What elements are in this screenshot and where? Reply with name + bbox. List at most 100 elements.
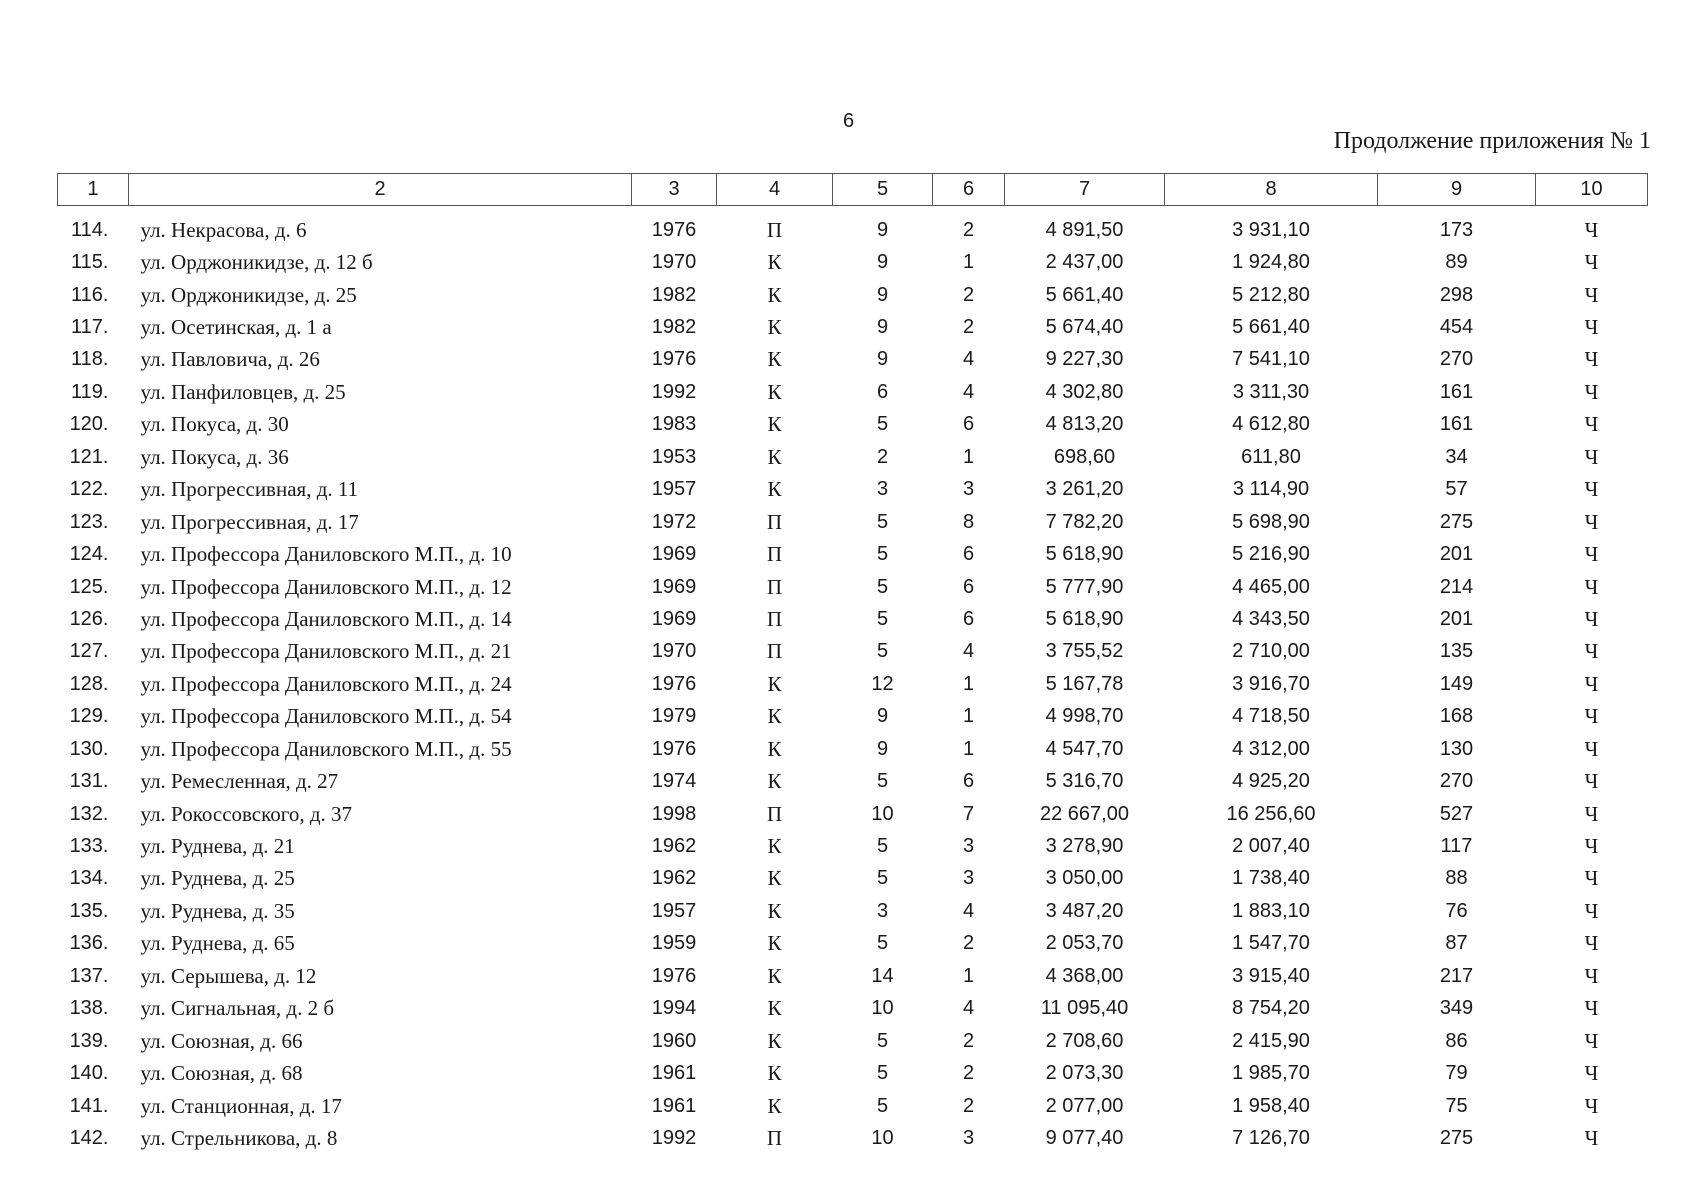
column-header: 4: [716, 173, 833, 206]
year-built-cell: 1976: [651, 218, 697, 241]
total-area-cell: 4 998,70: [1045, 705, 1124, 728]
row-number-cell: 124.: [69, 543, 109, 566]
total-area-cell: 3 755,52: [1045, 640, 1124, 663]
total-area-cell: 9 227,30: [1045, 348, 1124, 371]
table-row: 135. ул. Руднева, д. 35 1957 К 3 4 3 487,20 1 8…: [58, 895, 1648, 927]
row-number-cell: 116.: [71, 283, 109, 306]
entrances-cell: 6: [962, 543, 975, 566]
row-number-cell: 126.: [69, 607, 109, 630]
wall-type-cell: К: [767, 898, 782, 923]
row-number-cell: 142.: [69, 1126, 109, 1149]
floors-cell: 3: [876, 478, 889, 501]
floors-cell: 12: [871, 672, 894, 695]
floors-cell: 9: [876, 283, 889, 306]
total-area-cell: 5 618,90: [1045, 607, 1124, 630]
ownership-cell: Ч: [1584, 444, 1599, 469]
living-area-cell: 3 931,10: [1232, 218, 1310, 241]
total-area-cell: 5 674,40: [1045, 316, 1124, 339]
total-area-cell: 2 708,60: [1045, 1029, 1124, 1052]
column-header: 1: [57, 173, 129, 206]
year-built-cell: 1962: [651, 835, 697, 858]
living-area-cell: 5 661,40: [1232, 316, 1310, 339]
entrances-cell: 3: [962, 867, 975, 890]
living-area-cell: 5 212,80: [1232, 283, 1310, 306]
table-row: 133. ул. Руднева, д. 21 1962 К 5 3 3 278,90 2 0…: [58, 830, 1648, 862]
entrances-cell: 6: [962, 413, 975, 436]
row-number-cell: 130.: [69, 737, 109, 760]
table-row: 138. ул. Сигнальная, д. 2 б 1994 К 10 4 11 095…: [58, 993, 1648, 1025]
row-number-cell: 137.: [69, 964, 109, 987]
row-number-cell: 122.: [69, 478, 109, 501]
floors-cell: 10: [871, 997, 894, 1020]
wall-type-cell: К: [767, 769, 782, 794]
address-cell: ул. Руднева, д. 65: [140, 931, 295, 956]
table-row: 134. ул. Руднева, д. 25 1962 К 5 3 3 050,00 1 7…: [58, 863, 1648, 895]
living-area-cell: 8 754,20: [1232, 997, 1310, 1020]
living-area-cell: 4 312,00: [1232, 737, 1310, 760]
total-area-cell: 4 368,00: [1045, 964, 1124, 987]
entrances-cell: 6: [962, 607, 975, 630]
page-number: 6: [842, 110, 855, 132]
living-area-cell: 4 465,00: [1232, 575, 1310, 598]
column-header: 7: [1004, 173, 1165, 206]
year-built-cell: 1969: [651, 607, 697, 630]
address-cell: ул. Покуса, д. 36: [140, 444, 289, 469]
wall-type-cell: К: [767, 379, 782, 404]
row-number-cell: 135.: [69, 899, 109, 922]
ownership-cell: Ч: [1584, 542, 1599, 567]
living-area-cell: 1 985,70: [1232, 1062, 1310, 1085]
total-area-cell: 3 278,90: [1045, 835, 1124, 858]
address-cell: ул. Стрельникова, д. 8: [140, 1125, 338, 1150]
floors-cell: 5: [876, 867, 889, 890]
year-built-cell: 1970: [651, 251, 697, 274]
entrances-cell: 2: [962, 218, 975, 241]
address-cell: ул. Панфиловцев, д. 25: [140, 379, 346, 404]
entrances-cell: 2: [962, 283, 975, 306]
floors-cell: 5: [876, 543, 889, 566]
address-cell: ул. Осетинская, д. 1 а: [140, 315, 332, 340]
entrances-cell: 6: [962, 575, 975, 598]
year-built-cell: 1982: [651, 283, 697, 306]
wall-type-cell: К: [767, 866, 782, 891]
wall-type-cell: К: [767, 963, 782, 988]
ownership-cell: Ч: [1584, 866, 1599, 891]
residents-cell: 454: [1439, 316, 1474, 339]
living-area-cell: 4 718,50: [1232, 705, 1310, 728]
address-cell: ул. Профессора Даниловского М.П., д. 10: [140, 542, 512, 567]
wall-type-cell: П: [766, 217, 783, 242]
residents-cell: 275: [1439, 510, 1474, 533]
total-area-cell: 22 667,00: [1040, 802, 1129, 825]
floors-cell: 9: [876, 737, 889, 760]
row-number-cell: 120.: [69, 413, 109, 436]
address-cell: ул. Профессора Даниловского М.П., д. 14: [140, 606, 512, 631]
address-cell: ул. Серышева, д. 12: [140, 963, 317, 988]
entrances-cell: 8: [962, 510, 975, 533]
entrances-cell: 4: [962, 899, 975, 922]
table-row: 136. ул. Руднева, д. 65 1959 К 5 2 2 053,70 1 5…: [58, 928, 1648, 960]
floors-cell: 6: [876, 380, 889, 403]
address-cell: ул. Профессора Даниловского М.П., д. 55: [140, 736, 512, 761]
ownership-cell: Ч: [1584, 639, 1599, 664]
ownership-cell: Ч: [1584, 412, 1599, 437]
wall-type-cell: П: [766, 1125, 783, 1150]
ownership-cell: Ч: [1584, 1061, 1599, 1086]
living-area-cell: 3 915,40: [1232, 964, 1310, 987]
wall-type-cell: К: [767, 412, 782, 437]
year-built-cell: 1959: [651, 932, 697, 955]
residents-cell: 173: [1439, 218, 1474, 241]
year-built-cell: 1962: [651, 867, 697, 890]
ownership-cell: Ч: [1584, 1028, 1599, 1053]
continuation-title: Продолжение приложения № 1: [1333, 128, 1651, 154]
residents-cell: 275: [1439, 1126, 1474, 1149]
ownership-cell: Ч: [1584, 509, 1599, 534]
total-area-cell: 9 077,40: [1045, 1126, 1124, 1149]
entrances-cell: 1: [962, 964, 975, 987]
address-cell: ул. Руднева, д. 21: [140, 834, 295, 859]
row-number-cell: 140.: [69, 1062, 109, 1085]
residents-cell: 201: [1439, 607, 1474, 630]
year-built-cell: 1976: [651, 964, 697, 987]
row-number-cell: 138.: [69, 997, 109, 1020]
ownership-cell: Ч: [1584, 1125, 1599, 1150]
floors-cell: 9: [876, 316, 889, 339]
ownership-cell: Ч: [1584, 736, 1599, 761]
